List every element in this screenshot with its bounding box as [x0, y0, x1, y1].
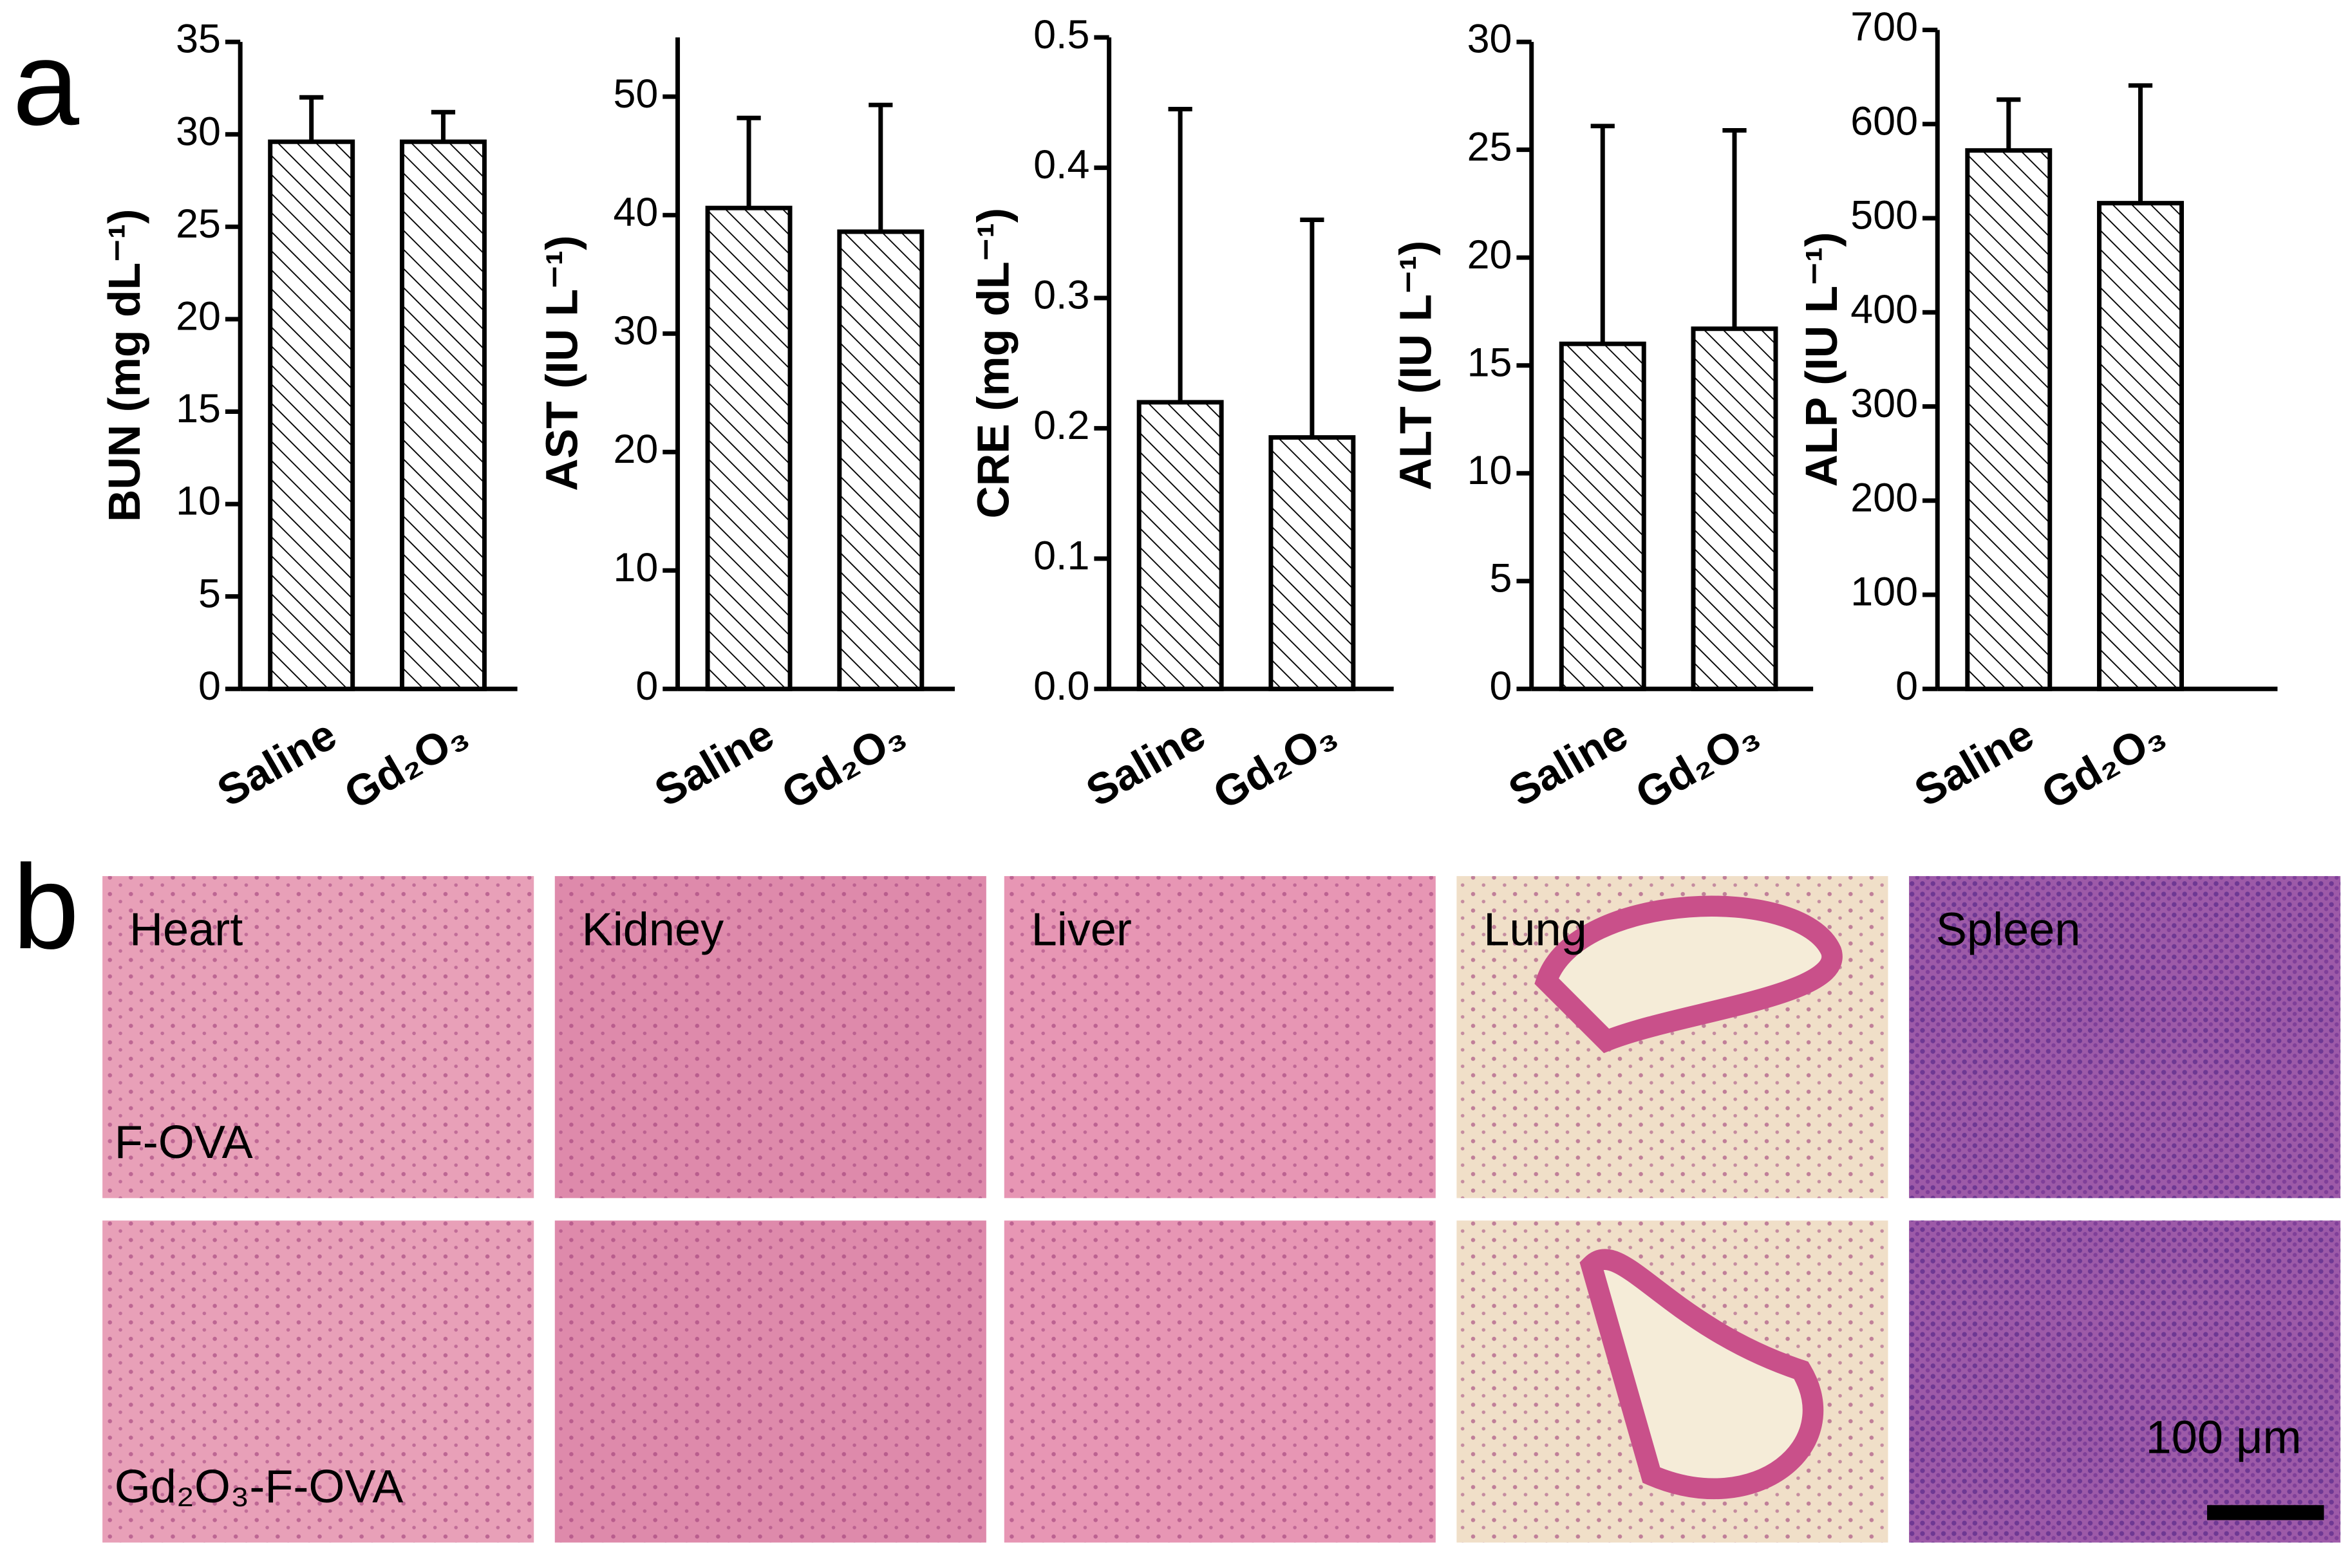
scale-bar-label: 100 μm [2146, 1412, 2302, 1463]
x-tick-label: Gd₂O₃ [1628, 711, 1767, 819]
x-tick-label: Gd₂O₃ [337, 711, 476, 819]
organ-label: Heart [129, 904, 243, 956]
x-tick-label: Saline [1501, 711, 1636, 816]
y-tick-label: 10 [1467, 448, 1512, 493]
y-tick-label: 0.4 [1033, 142, 1089, 187]
tissue-texture [1909, 876, 2341, 1199]
y-tick-label: 30 [176, 109, 221, 154]
scale-bar [2207, 1505, 2324, 1520]
y-tick-label: 20 [1467, 232, 1512, 277]
airway [1579, 1249, 1824, 1500]
y-tick-label: 35 [176, 17, 221, 62]
bar [399, 139, 487, 691]
tissue-texture [102, 1220, 534, 1543]
x-tick-label: Saline [647, 711, 782, 816]
y-tick-label: 25 [176, 201, 221, 247]
y-tick-label: 0.3 [1033, 273, 1089, 318]
organ-label: Kidney [582, 904, 724, 956]
y-tick-label: 10 [176, 479, 221, 524]
y-tick-label: 0 [198, 664, 221, 709]
x-tick-label: Saline [1906, 711, 2042, 816]
row-label: F-OVA [115, 1117, 253, 1168]
bar [268, 139, 355, 691]
x-tick-label: Saline [209, 711, 344, 816]
y-axis-label: CRE (mg dL⁻¹) [968, 208, 1019, 519]
bar [1965, 148, 2053, 691]
x-tick-label: Gd₂O₃ [1205, 711, 1345, 819]
panel-label: b [13, 841, 80, 974]
y-tick-label: 30 [1467, 17, 1512, 62]
y-tick-label: 700 [1850, 5, 1918, 50]
bar [2097, 201, 2184, 691]
y-axis-label: ALT (IU L⁻¹) [1391, 241, 1441, 490]
row-label: Gd₂O₃-F-OVA [115, 1461, 404, 1513]
y-tick-label: 0 [635, 664, 658, 709]
x-tick-label: Saline [1078, 711, 1214, 816]
organ-label: Spleen [1936, 904, 2081, 956]
organ-label: Liver [1031, 904, 1132, 956]
y-tick-label: 5 [1490, 555, 1512, 601]
y-tick-label: 0.5 [1033, 12, 1089, 57]
tissue-texture [1909, 1220, 2341, 1543]
y-tick-label: 40 [613, 190, 658, 235]
y-tick-label: 5 [198, 571, 221, 616]
y-tick-label: 200 [1850, 475, 1918, 520]
panel-label: a [13, 17, 80, 150]
y-tick-label: 15 [176, 386, 221, 431]
y-tick-label: 0 [1895, 664, 1918, 709]
airway [1534, 895, 1843, 1054]
x-tick-label: Gd₂O₃ [774, 711, 914, 819]
y-tick-label: 0.0 [1033, 664, 1089, 709]
y-tick-label: 500 [1850, 193, 1918, 238]
y-tick-label: 10 [613, 545, 658, 590]
y-tick-label: 600 [1850, 98, 1918, 144]
bar [705, 205, 793, 691]
y-axis-label: BUN (mg dL⁻¹) [99, 209, 149, 521]
y-tick-label: 400 [1850, 287, 1918, 332]
tissue-texture [1004, 876, 1436, 1199]
y-tick-label: 300 [1850, 381, 1918, 426]
y-tick-label: 25 [1467, 124, 1512, 169]
y-tick-label: 100 [1850, 570, 1918, 615]
y-tick-label: 0.1 [1033, 533, 1089, 578]
y-tick-label: 20 [176, 294, 221, 339]
bar [1691, 326, 1778, 691]
y-tick-label: 0 [1490, 664, 1512, 709]
bar [837, 229, 925, 691]
bar [1136, 400, 1224, 691]
y-axis-label: ALP (IU L⁻¹) [1796, 232, 1847, 487]
y-tick-label: 0.2 [1033, 403, 1089, 448]
x-tick-label: Gd₂O₃ [2034, 711, 2174, 819]
y-axis-label: AST (IU L⁻¹) [536, 236, 587, 491]
bar [1559, 341, 1646, 691]
y-tick-label: 30 [613, 308, 658, 353]
y-tick-label: 15 [1467, 340, 1512, 385]
y-tick-label: 50 [613, 71, 658, 117]
tissue-texture [554, 1220, 986, 1543]
tissue-texture [554, 876, 986, 1199]
tissue-texture [1004, 1220, 1436, 1543]
bar [1268, 435, 1356, 691]
organ-label: Lung [1483, 904, 1586, 956]
histology-panel: Heart Kidney Liver Lung Spleen F-OVA Gd₂O₃-F-O… [102, 876, 2341, 1543]
tissue-texture [102, 876, 534, 1199]
y-tick-label: 20 [613, 427, 658, 472]
